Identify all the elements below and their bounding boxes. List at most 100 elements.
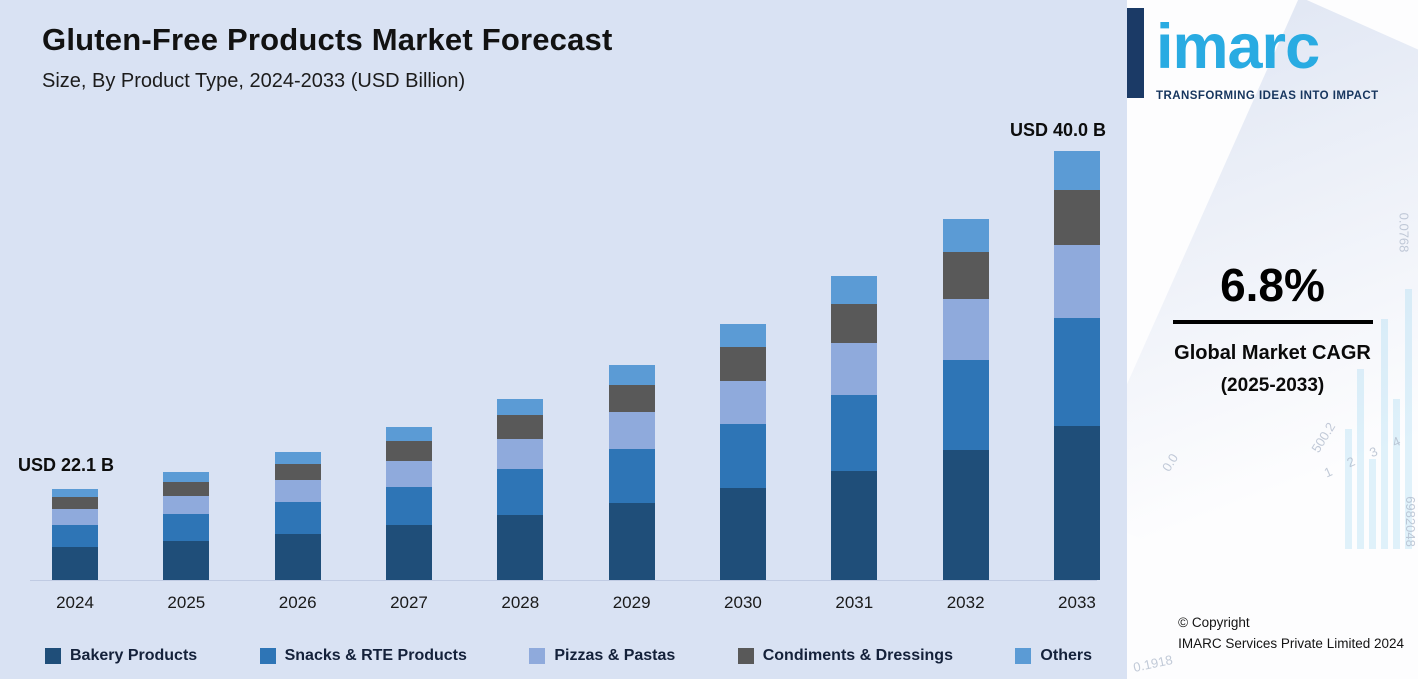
x-axis-label: 2032 [946,593,985,612]
x-axis-label: 2029 [612,593,651,612]
bar-segment-condiments-dressings[interactable] [831,303,878,344]
bar-segment-snacks-rte-products[interactable] [385,486,432,525]
bar-segment-snacks-rte-products[interactable] [719,424,766,489]
x-axis-label: 2028 [501,593,540,612]
bar-segment-bakery-products[interactable] [52,547,98,580]
bar-segment-snacks-rte-products[interactable] [831,395,878,472]
bar-segment-pizzas-pastas[interactable] [385,460,432,487]
legend-item-condiments-dressings[interactable]: Condiments & Dressings [737,647,953,665]
bar-segment-snacks-rte-products[interactable] [497,469,544,515]
bar-segment-snacks-rte-products[interactable] [1053,318,1100,426]
bar-segment-others[interactable] [719,324,766,348]
bar-segment-pizzas-pastas[interactable] [1053,245,1100,319]
bar-segment-others[interactable] [1053,151,1100,190]
legend-swatch [1015,648,1032,664]
bar-segment-pizzas-pastas[interactable] [274,480,321,503]
stacked-bar-2033[interactable] [1053,151,1100,580]
stacked-bar-2026[interactable] [274,452,321,580]
stacked-bar-2025[interactable] [163,472,210,580]
bar-segment-others[interactable] [385,426,432,441]
bar-segment-bakery-products[interactable] [385,524,432,580]
legend-item-snacks-rte-products[interactable]: Snacks & RTE Products [259,647,467,665]
stacked-bar-chart: 2024 2025 2026 2027 2028 2029 2030 2031 2032 2033 [52,151,1100,613]
stacked-bar-2029[interactable] [608,365,655,580]
decorative-number: 1 2 3 4 [1322,430,1410,481]
x-axis-label: 2026 [278,593,317,612]
decorative-number: 6982048 [1403,496,1418,547]
bar-segment-bakery-products[interactable] [274,534,321,580]
bar-segment-condiments-dressings[interactable] [274,463,321,481]
bar-segment-others[interactable] [942,219,989,252]
bar-segment-pizzas-pastas[interactable] [831,343,878,396]
legend-label: Snacks & RTE Products [284,647,467,664]
cagr-label: Global Market CAGR [1174,342,1371,364]
stacked-bar-2027[interactable] [385,426,432,580]
bar-segment-condiments-dressings[interactable] [719,347,766,381]
bar-segment-pizzas-pastas[interactable] [719,380,766,425]
legend-item-others[interactable]: Others [1015,647,1092,665]
bar-segment-others[interactable] [274,452,321,464]
logo-flag-bar [1127,8,1144,98]
bar-segment-pizzas-pastas[interactable] [163,495,210,515]
bar-column-2025: 2025 [163,472,210,613]
bar-segment-condiments-dressings[interactable] [1053,189,1100,246]
x-axis-label: 2030 [724,593,762,612]
bar-segment-pizzas-pastas[interactable] [942,298,989,361]
bar-column-2032: 2032 [942,219,989,613]
stacked-bar-2032[interactable] [942,219,989,580]
bar-segment-others[interactable] [52,489,98,498]
bar-segment-snacks-rte-products[interactable] [163,514,210,542]
stacked-bar-2028[interactable] [497,398,544,580]
page-title: Gluten-Free Products Market Forecast [42,22,613,57]
bar-segment-bakery-products[interactable] [608,502,655,580]
bar-segment-bakery-products[interactable] [163,541,210,580]
bar-segment-condiments-dressings[interactable] [163,481,210,496]
imarc-logo: imarc TRANSFORMING IDEAS INTO IMPACT [1127,8,1408,102]
bar-segment-condiments-dressings[interactable] [385,440,432,461]
x-axis-baseline [30,580,1097,581]
bar-segment-pizzas-pastas[interactable] [497,438,544,470]
bar-segment-bakery-products[interactable] [1053,425,1100,580]
bar-segment-bakery-products[interactable] [831,471,878,580]
bar-segment-snacks-rte-products[interactable] [942,360,989,451]
bar-segment-snacks-rte-products[interactable] [274,502,321,534]
bar-segment-bakery-products[interactable] [497,514,544,580]
bar-segment-others[interactable] [608,365,655,385]
bar-segment-condiments-dressings[interactable] [52,497,98,510]
x-axis-label: 2033 [1058,593,1096,612]
annotation-last-year-value: USD 40.0 B [1009,120,1106,140]
decorative-number: 0.0 [1158,450,1182,475]
legend-item-bakery-products[interactable]: Bakery Products [45,647,197,665]
legend-swatch [45,648,61,664]
legend-item-pizzas-pastas[interactable]: Pizzas & Pastas [529,647,675,665]
bar-segment-condiments-dressings[interactable] [497,415,544,439]
stacked-bar-2030[interactable] [719,324,766,580]
bar-segment-condiments-dressings[interactable] [608,384,655,413]
bar-segment-snacks-rte-products[interactable] [52,524,98,548]
copyright-notice: © Copyright IMARC Services Private Limit… [1178,612,1404,655]
decorative-number: 500.2 [1308,419,1339,456]
logo-wordmark: imarc [1156,12,1320,82]
stacked-bar-2031[interactable] [831,276,878,580]
bar-segment-bakery-products[interactable] [719,488,766,580]
copyright-line2: IMARC Services Private Limited 2024 [1178,636,1404,652]
bar-column-2029: 2029 [608,365,655,613]
bar-segment-bakery-products[interactable] [942,450,989,580]
bar-segment-condiments-dressings[interactable] [942,251,989,299]
bar-column-2031: 2031 [831,276,878,613]
bar-segment-pizzas-pastas[interactable] [608,412,655,449]
legend-label: Bakery Products [70,647,198,664]
bar-segment-others[interactable] [831,276,878,304]
bar-column-2033: 2033 [1053,151,1100,613]
bar-column-2027: 2027 [385,426,432,613]
bar-segment-others[interactable] [163,472,210,482]
cagr-block: 6.8% Global Market CAGR (2025-2033) [1127,258,1418,397]
bar-segment-others[interactable] [497,398,544,416]
x-axis-label: 2031 [835,593,874,612]
x-axis-label: 2027 [390,593,428,612]
legend-swatch [529,648,546,664]
bar-segment-pizzas-pastas[interactable] [52,509,98,525]
stacked-bar-2024[interactable] [52,489,98,580]
annotation-first-year-value: USD 22.1 B [18,455,115,475]
bar-segment-snacks-rte-products[interactable] [608,448,655,503]
